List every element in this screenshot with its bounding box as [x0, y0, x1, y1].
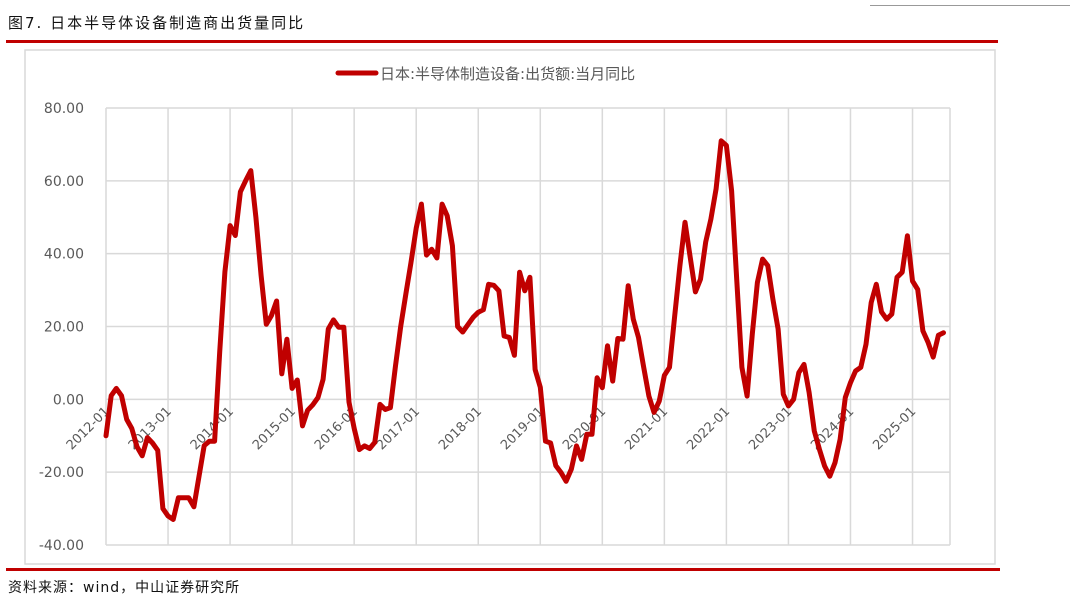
source-note: 资料来源：wind，中山证券研究所	[8, 580, 241, 596]
y-tick-label: -40.00	[39, 538, 84, 554]
series-line	[103, 138, 946, 522]
grid-lines	[105, 107, 951, 546]
y-tick-label: -20.00	[39, 465, 84, 481]
y-axis-ticks: 80.00 60.00 40.00 20.00 0.00 -20.00 -40.00	[39, 101, 84, 554]
chart-frame	[24, 49, 996, 565]
source-divider	[6, 568, 1000, 571]
y-tick-label: 0.00	[53, 392, 84, 408]
legend: 日本:半导体制造设备:出货额:当月同比	[335, 65, 635, 83]
y-tick-label: 40.00	[44, 247, 84, 263]
y-tick-label: 60.00	[44, 174, 84, 190]
figure-title: 图7. 日本半导体设备制造商出货量同比	[8, 14, 306, 32]
title-divider	[6, 40, 998, 43]
y-tick-label: 20.00	[44, 320, 84, 336]
legend-label: 日本:半导体制造设备:出货额:当月同比	[380, 65, 635, 83]
header-rule	[870, 5, 1070, 6]
y-tick-label: 80.00	[44, 101, 84, 117]
